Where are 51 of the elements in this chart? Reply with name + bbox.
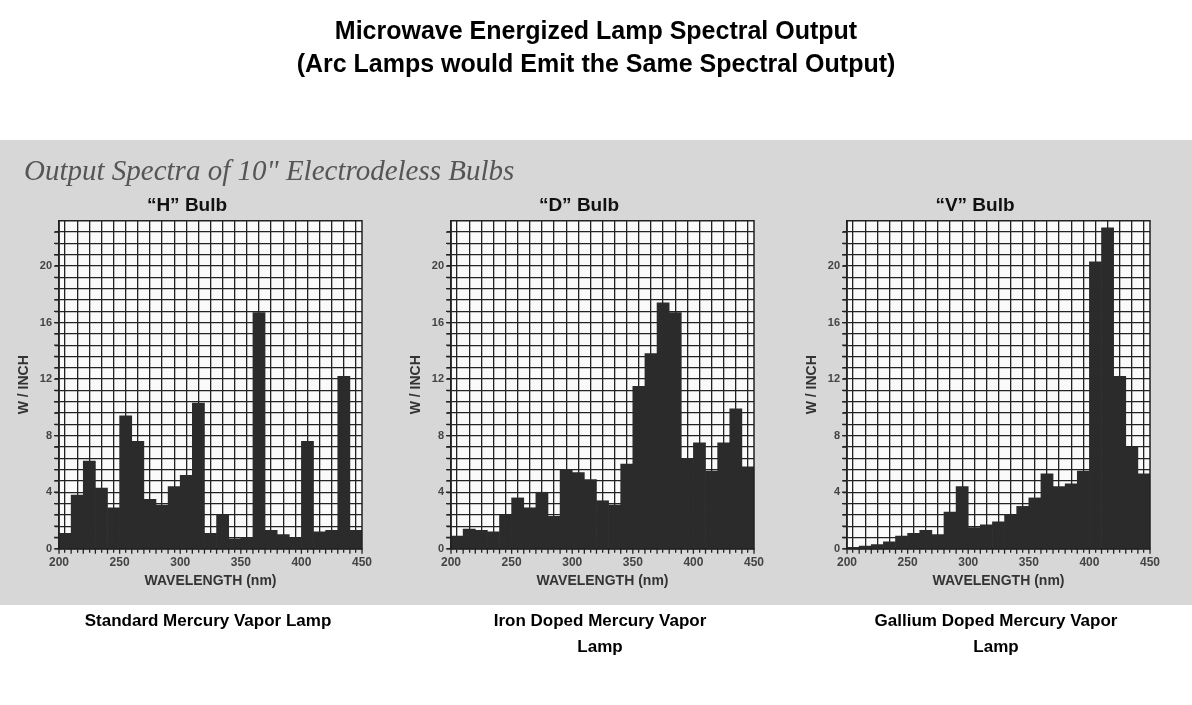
x-tick-label: 200 xyxy=(441,555,462,570)
x-tick-label: 300 xyxy=(562,555,583,570)
y-tick-label: 0 xyxy=(437,541,445,554)
y-tick-label: 20 xyxy=(39,259,53,272)
x-tick-label: 200 xyxy=(49,555,70,570)
text: Output Spectra of 10" Electrodeless Bulbs xyxy=(24,154,515,187)
x-tick-label: 250 xyxy=(501,555,522,570)
y-axis-title: W / INCH xyxy=(15,355,32,415)
x-tick-label: 300 xyxy=(170,555,191,570)
y-axis-title: W / INCH xyxy=(407,355,424,415)
y-tick-label: 4 xyxy=(833,485,841,498)
x-tick-label: 450 xyxy=(351,555,373,570)
x-tick-label: 400 xyxy=(683,555,704,570)
x-tick-label: 300 xyxy=(958,555,979,570)
x-tick-label: 350 xyxy=(230,555,252,570)
x-tick-label: 450 xyxy=(743,555,765,570)
x-axis-title: WAVELENGTH (nm) xyxy=(536,572,669,589)
chart-title: “D” Bulb xyxy=(538,193,620,215)
y-tick-label: 16 xyxy=(827,315,841,328)
text: Standard Mercury Vapor Lamp xyxy=(83,610,333,632)
x-tick-label: 450 xyxy=(1139,555,1161,570)
x-tick-label: 200 xyxy=(837,555,858,570)
chart-title: “V” Bulb xyxy=(935,193,1015,215)
x-axis-title: WAVELENGTH (nm) xyxy=(932,572,1065,589)
text: Microwave Energized Lamp Spectral Output xyxy=(333,15,859,46)
x-axis-title: WAVELENGTH (nm) xyxy=(144,572,277,589)
y-tick-label: 16 xyxy=(39,315,53,328)
y-tick-label: 20 xyxy=(431,259,445,272)
y-tick-label: 0 xyxy=(45,541,53,554)
y-tick-label: 8 xyxy=(437,428,445,441)
y-tick-label: 12 xyxy=(39,372,53,385)
y-tick-label: 16 xyxy=(431,315,445,328)
y-tick-label: 8 xyxy=(833,428,841,441)
x-tick-label: 250 xyxy=(109,555,130,570)
text: Iron Doped Mercury Vapor Lamp xyxy=(492,610,708,658)
text: Gallium Doped Mercury Vapor Lamp xyxy=(873,610,1119,658)
y-tick-label: 8 xyxy=(45,428,53,441)
x-tick-label: 250 xyxy=(897,555,918,570)
y-tick-label: 4 xyxy=(437,485,445,498)
y-tick-label: 12 xyxy=(827,372,841,385)
y-axis-title: W / INCH xyxy=(803,355,820,415)
x-tick-label: 400 xyxy=(1079,555,1100,570)
chart-title: “H” Bulb xyxy=(146,193,228,215)
y-tick-label: 12 xyxy=(431,372,445,385)
y-tick-label: 4 xyxy=(45,485,53,498)
x-tick-label: 350 xyxy=(622,555,644,570)
x-tick-label: 350 xyxy=(1018,555,1040,570)
text: (Arc Lamps would Emit the Same Spectral Output) xyxy=(295,48,897,79)
y-tick-label: 0 xyxy=(833,541,841,554)
x-tick-label: 400 xyxy=(291,555,312,570)
y-tick-label: 20 xyxy=(827,259,841,272)
